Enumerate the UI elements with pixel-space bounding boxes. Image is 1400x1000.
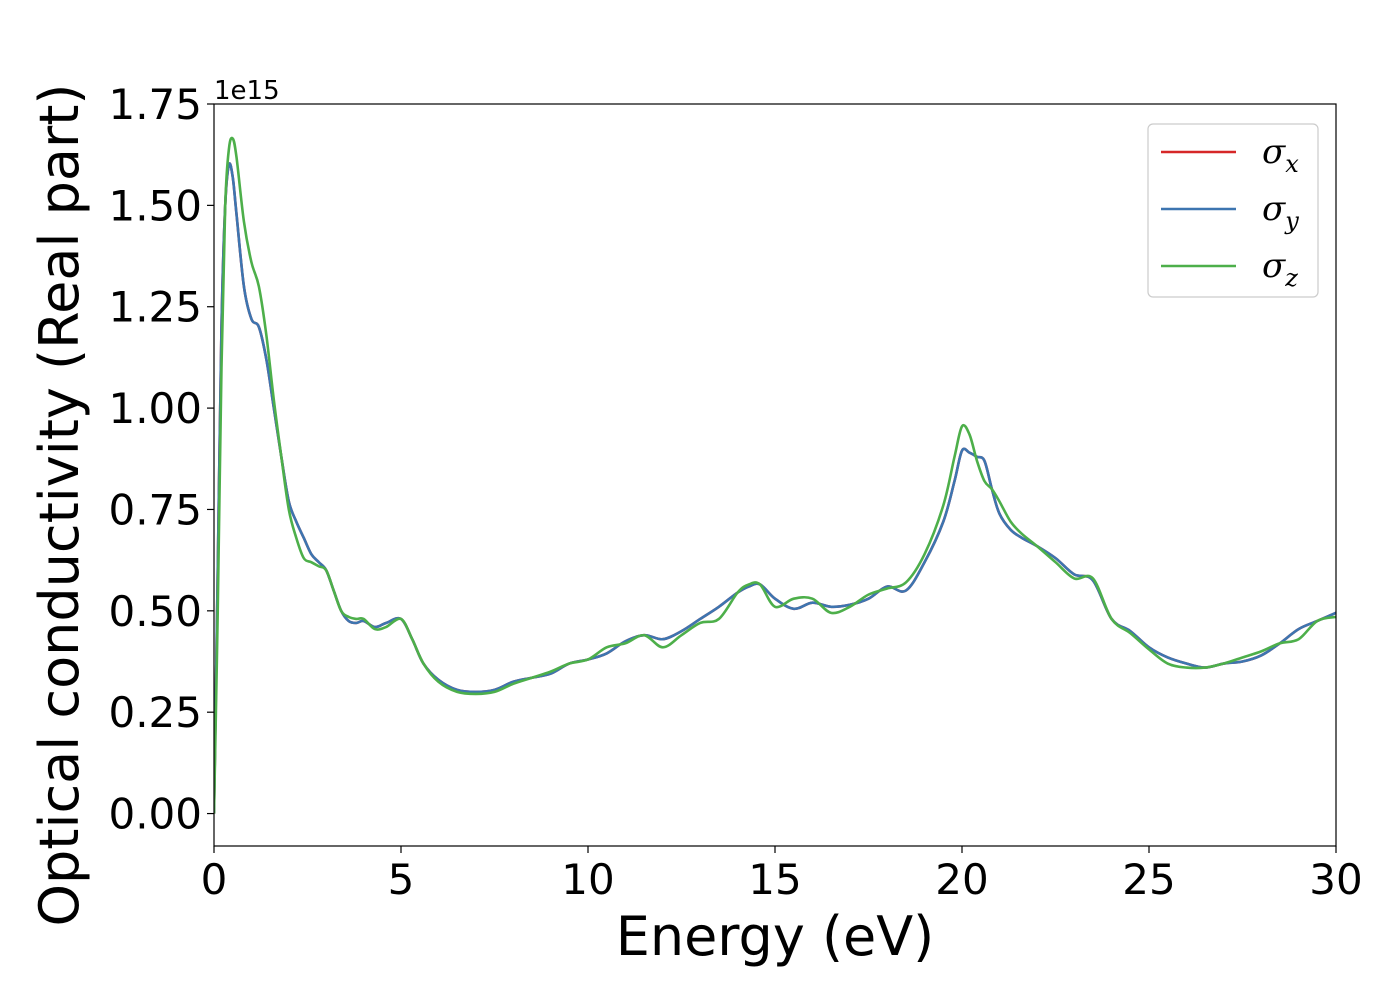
legend-box (1147, 123, 1319, 298)
x-tick-label: 15 (748, 855, 801, 904)
legend-label-x: σx (1262, 132, 1299, 178)
y-tick-label: 0.75 (108, 485, 202, 534)
y-axis: 0.00 0.25 0.50 0.75 1.00 1.25 1.50 1.75 (108, 80, 214, 839)
y-tick-label: 1.75 (108, 80, 202, 129)
y-tick-label: 0.50 (108, 587, 202, 636)
y-tick-label: 0.25 (108, 688, 202, 737)
legend-label-y: σy (1262, 189, 1299, 235)
y-tick-label: 0.00 (108, 790, 202, 839)
x-tick-label: 20 (935, 855, 988, 904)
legend-label-z: σz (1262, 246, 1298, 292)
x-axis-title: Energy (eV) (616, 905, 935, 968)
x-tick-label: 30 (1309, 855, 1362, 904)
y-tick-label: 1.00 (108, 384, 202, 433)
x-tick-label: 5 (388, 855, 415, 904)
y-offset-label: 1e15 (214, 76, 280, 106)
x-tick-label: 25 (1122, 855, 1175, 904)
y-tick-label: 1.50 (108, 181, 202, 230)
x-tick-label: 0 (201, 855, 228, 904)
y-tick-label: 1.25 (108, 283, 202, 332)
series-line-z (214, 136, 1336, 814)
x-tick-label: 10 (561, 855, 614, 904)
y-axis-title: Optical conductivity (Real part) (28, 84, 91, 927)
plot-series (214, 136, 1336, 814)
legend: σx σy σz (1147, 123, 1319, 298)
x-axis: 0 5 10 15 20 25 30 (201, 846, 1363, 904)
